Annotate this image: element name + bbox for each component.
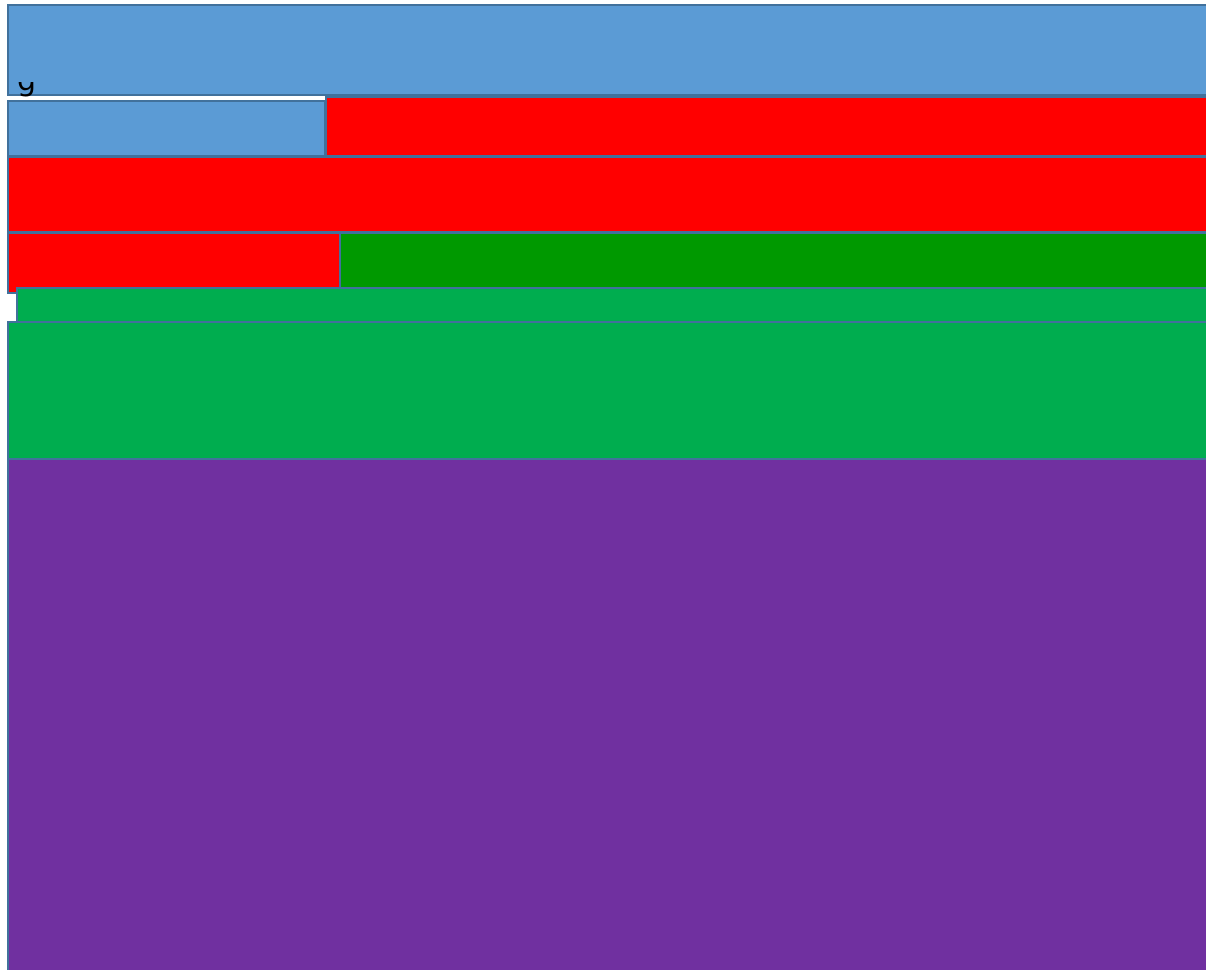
band-4-red-left: [7, 232, 341, 294]
band-5-green-strip: [16, 287, 1206, 324]
partial-letter-text: g: [17, 82, 36, 96]
band-2-blue-left: [7, 100, 326, 157]
band-1-blue-top: [7, 4, 1206, 96]
band-6-green-large: [7, 321, 1206, 460]
band-4-green-right: [339, 232, 1206, 289]
band-7-purple-bottom: [7, 458, 1206, 970]
band-2-red-right: [325, 96, 1206, 157]
band-3-red-full: [7, 156, 1206, 233]
partial-letter-glyph: g: [17, 82, 41, 100]
